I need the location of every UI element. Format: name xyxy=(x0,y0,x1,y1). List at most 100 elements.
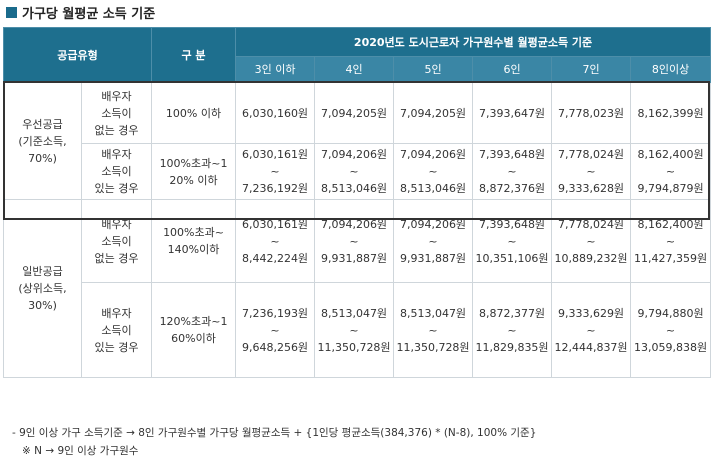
income-value-cell: 7,094,205원 xyxy=(393,82,474,144)
cell-line: 7,236,193원~ xyxy=(241,306,309,337)
section-title: 가구당 월평균 소득 기준 xyxy=(6,2,155,22)
spouse-income-cell: 배우자 소득이 없는 경우 xyxy=(80,82,153,144)
cell-line: 9,794,880원~ xyxy=(637,306,704,337)
cell-line: 12,444,837원 xyxy=(554,340,628,354)
cell-line: 8,872,377원~ xyxy=(478,306,546,337)
cell-line: 10,889,232원 xyxy=(554,251,628,265)
table-row: 우선공급 (기준소득, 70%) 배우자 소득이 없는 경우 100% 이하 6,030,16… xyxy=(3,82,712,200)
cell-line: 9,794,879원 xyxy=(637,182,704,195)
cell-line: 있는 경우 xyxy=(94,340,139,354)
cell-line: 140%이하 xyxy=(167,243,220,256)
supply-group-cell: 우선공급 (기준소득, 70%) xyxy=(3,82,82,200)
cell-line: 소득이 xyxy=(101,165,132,178)
spouse-income-cell: 배우자 소득이 있는 경우 xyxy=(80,143,153,200)
cell-line: 7,094,206원~ xyxy=(399,217,467,248)
income-value-cell: 8,162,400원~ 11,427,359원 xyxy=(630,199,712,283)
income-range-cell: 100%초과~1 20% 이하 xyxy=(151,143,237,200)
income-range-cell: 120%초과~1 60%이하 xyxy=(151,282,237,378)
header-household-size: 7인 xyxy=(551,56,632,83)
cell-line: 120%초과~1 xyxy=(159,315,228,328)
income-value-cell: 8,162,399원 xyxy=(630,82,712,144)
cell-line: 100%초과~ xyxy=(163,226,224,239)
cell-line: (상위소득, xyxy=(18,282,67,295)
cell-line: 7,094,206원~ xyxy=(399,148,467,178)
cell-line: 13,059,838원 xyxy=(633,340,708,354)
income-value-cell: 8,513,047원~ 11,350,728원 xyxy=(393,282,474,378)
cell-line: 7,393,648원~ xyxy=(478,148,546,178)
cell-line: 7,393,647원 xyxy=(478,106,546,120)
income-value-cell: 7,094,206원~ 8,513,046원 xyxy=(393,143,474,200)
income-value-cell: 8,872,377원~ 11,829,835원 xyxy=(472,282,553,378)
cell-line: 9,333,629원~ xyxy=(557,306,625,337)
income-range-cell: 100%초과~ 140%이하 xyxy=(151,199,237,283)
income-value-cell: 7,393,648원~ 10,351,106원 xyxy=(472,199,553,283)
cell-line: 9,931,887원 xyxy=(399,251,467,265)
income-value-cell: 7,778,024원~ 9,333,628원 xyxy=(551,143,632,200)
cell-line: 7,778,024원~ xyxy=(557,148,625,178)
cell-line: 8,162,400원~ xyxy=(637,217,704,248)
cell-line: 배우자 xyxy=(101,306,132,320)
cell-line: 8,872,376원 xyxy=(478,182,546,195)
cell-line: 8,513,046원 xyxy=(399,182,467,195)
cell-line: 7,094,206원~ xyxy=(320,217,388,248)
cell-line: 9,333,628원 xyxy=(557,182,625,195)
cell-line: 9,931,887원 xyxy=(320,251,388,265)
bullet-square-icon xyxy=(6,6,17,18)
cell-line: 소득이 xyxy=(101,106,132,120)
cell-line: 배우자 xyxy=(101,148,132,161)
income-value-cell: 8,513,047원~ 11,350,728원 xyxy=(314,282,395,378)
cell-line: 9,648,256원 xyxy=(241,340,309,354)
cell-line: 7,393,648원~ xyxy=(478,217,546,248)
income-value-cell: 7,094,206원~ 9,931,887원 xyxy=(393,199,474,283)
income-value-cell: 7,236,193원~ 9,648,256원 xyxy=(235,282,316,378)
cell-line: 배우자 xyxy=(101,217,132,231)
cell-line: 30%) xyxy=(28,299,57,312)
cell-line: 8,162,400원~ xyxy=(637,148,704,178)
cell-line: 일반공급 xyxy=(22,265,63,278)
cell-line: 7,094,206원~ xyxy=(320,148,388,178)
table-row: 배우자 소득이 있는 경우 120%초과~1 60%이하 7,236,193원~ 9,648… xyxy=(4,282,712,378)
cell-line: 6,030,161원 ~ xyxy=(241,217,309,248)
cell-line: 6,030,161원~ xyxy=(241,148,309,178)
table-row: 배우자 소득이 있는 경우 100%초과~1 20% 이하 6,030,161원~ 7,23… xyxy=(4,143,712,200)
income-value-cell: 6,030,161원 ~ 8,442,224원 xyxy=(235,199,316,283)
note-large-household: - 9인 이상 가구 소득기준 → 8인 가구원수별 가구당 월평균소득 + {… xyxy=(12,427,537,439)
cell-line: 배우자 xyxy=(101,89,132,103)
cell-line: 소득이 xyxy=(101,323,132,337)
income-value-cell: 7,393,647원 xyxy=(472,82,553,144)
header-household-size: 6인 xyxy=(472,56,553,83)
income-value-cell: 6,030,161원~ 7,236,192원 xyxy=(235,143,316,200)
header-household-size: 5인 xyxy=(393,56,474,83)
cell-line: 8,442,224원 xyxy=(241,251,309,265)
cell-line: 8,513,046원 xyxy=(320,182,388,195)
header-household-size: 4인 xyxy=(314,56,395,83)
cell-line: 20% 이하 xyxy=(169,173,218,187)
cell-line: 100% 이하 xyxy=(165,106,222,120)
cell-line: 7,094,205원 xyxy=(320,106,388,120)
cell-line: 11,350,728원 xyxy=(317,340,391,354)
header-group-title: 2020년도 도시근로자 가구원수별 월평균소득 기준 xyxy=(235,27,712,57)
cell-line: 7,236,192원 xyxy=(241,182,309,195)
income-value-cell: 9,794,880원~ 13,059,838원 xyxy=(630,282,712,378)
cell-line: 없는 경우 xyxy=(94,251,139,265)
header-supply-type: 공급유형 xyxy=(2,27,153,83)
note-n-definition: ※ N → 9인 이상 가구원수 xyxy=(22,445,139,457)
cell-line: 10,351,106원 xyxy=(475,251,549,265)
cell-line: 7,094,205원 xyxy=(399,106,467,120)
income-value-cell: 7,393,648원~ 8,872,376원 xyxy=(472,143,553,200)
income-value-cell: 7,778,024원~ 10,889,232원 xyxy=(551,199,632,283)
cell-line: 6,030,160원 xyxy=(241,106,309,120)
income-value-cell: 7,778,023원 xyxy=(551,82,632,144)
cell-line: 우선공급 xyxy=(22,117,63,131)
cell-line: 소득이 xyxy=(101,234,132,248)
income-range-cell: 100% 이하 xyxy=(151,82,237,144)
cell-line: 7,778,023원 xyxy=(557,106,625,120)
header-household-size: 8인이상 xyxy=(630,56,712,83)
cell-line: 11,350,728원 xyxy=(396,340,470,354)
header-category: 구 분 xyxy=(151,27,237,83)
table-row: 일반공급 (상위소득, 30%) 배우자 소득이 없는 경우 100%초과~ 140%이하 6,… xyxy=(3,199,712,378)
cell-line: 11,829,835원 xyxy=(475,340,549,354)
cell-line: 8,513,047원~ xyxy=(399,306,467,337)
